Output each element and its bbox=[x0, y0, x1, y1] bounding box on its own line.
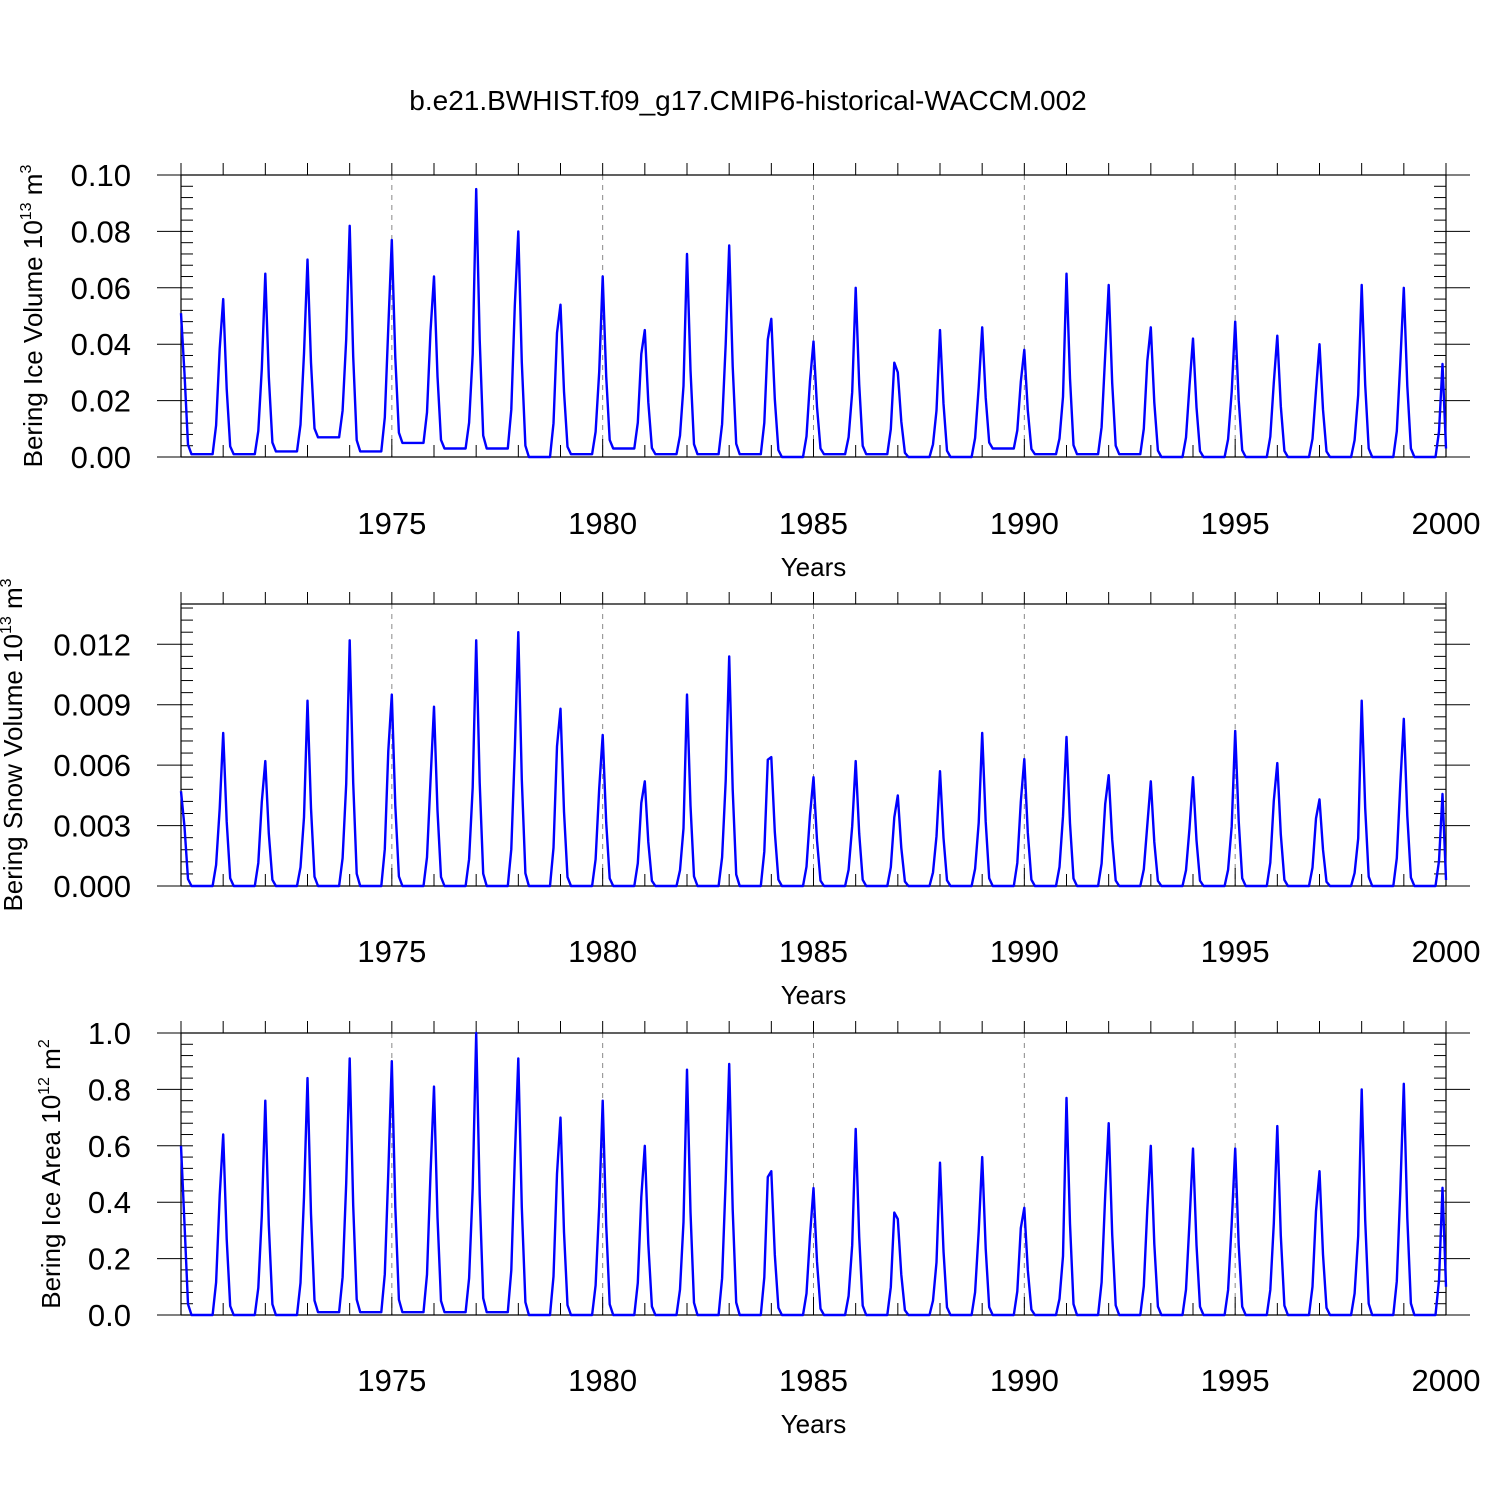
x-tick-label: 1985 bbox=[779, 934, 848, 969]
y-tick-label: 0.6 bbox=[88, 1129, 131, 1164]
y-tick-label: 0.003 bbox=[53, 809, 131, 844]
y-axis-title-superscript: 12 bbox=[36, 1077, 53, 1095]
y-tick-label: 0.4 bbox=[88, 1185, 131, 1220]
y-axis-title-superscript: 13 bbox=[0, 616, 15, 634]
figure-title: b.e21.BWHIST.f09_g17.CMIP6-historical-WA… bbox=[409, 85, 1086, 116]
panels: 1975 1980 1985 1990 1995 2000Years0.000.020.0… bbox=[0, 158, 1480, 1439]
panel-1: 1975 1980 1985 1990 1995 2000 Years 0.00 0.02 0.0… bbox=[18, 158, 1480, 582]
x-tick-label: 1990 bbox=[990, 1363, 1059, 1398]
y-axis-title-superscript: 13 bbox=[18, 202, 35, 220]
x-axis-title: Years bbox=[781, 552, 847, 582]
x-tick-label: 1995 bbox=[1201, 1363, 1270, 1398]
x-tick-label: 1995 bbox=[1201, 934, 1270, 969]
y-axis-title-part: m bbox=[18, 174, 48, 203]
x-tick-label: 1975 bbox=[357, 506, 426, 541]
y-tick-label: 0.8 bbox=[88, 1072, 131, 1107]
y-axis-title-superscript: 3 bbox=[18, 165, 35, 174]
x-tick-label: 1990 bbox=[990, 934, 1059, 969]
series-line bbox=[179, 187, 1448, 459]
x-tick-label: 1980 bbox=[568, 1363, 637, 1398]
x-tick-label: 1990 bbox=[990, 506, 1059, 541]
y-tick-label: 0.012 bbox=[53, 627, 131, 662]
x-tick-label: 2000 bbox=[1412, 506, 1481, 541]
y-tick-label: 0.06 bbox=[71, 271, 131, 306]
x-tick-label: 2000 bbox=[1412, 1363, 1481, 1398]
y-tick-label: 0.2 bbox=[88, 1242, 131, 1277]
y-axis-title-part: Bering Ice Volume 10 bbox=[18, 220, 48, 467]
panel-3: 1975 1980 1985 1990 1995 2000 Years 0.0 0.2 0.4 0.… bbox=[36, 1016, 1480, 1439]
x-axis-title: Years bbox=[781, 1409, 847, 1439]
y-tick-label: 0.0 bbox=[88, 1298, 131, 1333]
y-tick-label: 0.00 bbox=[71, 440, 131, 475]
series-line bbox=[179, 1031, 1448, 1317]
x-tick-label: 1980 bbox=[568, 934, 637, 969]
y-tick-label: 0.10 bbox=[71, 158, 131, 193]
y-axis-title: Bering Ice Volume 1013 m3 bbox=[18, 165, 48, 468]
x-tick-label: 1985 bbox=[779, 506, 848, 541]
x-tick-label: 1975 bbox=[357, 1363, 426, 1398]
y-tick-label: 0.006 bbox=[53, 748, 131, 783]
y-axis-title: Bering Snow Volume 1013 m3 bbox=[0, 578, 28, 911]
x-tick-label: 1980 bbox=[568, 506, 637, 541]
y-axis-title-part: Bering Snow Volume 10 bbox=[0, 634, 28, 912]
y-axis-title-part: Bering Ice Area 10 bbox=[36, 1095, 66, 1309]
y-axis-title-superscript: 3 bbox=[0, 578, 15, 587]
y-axis-title-superscript: 2 bbox=[36, 1039, 53, 1048]
x-tick-label: 1985 bbox=[779, 1363, 848, 1398]
y-tick-label: 0.08 bbox=[71, 214, 131, 249]
x-tick-label: 2000 bbox=[1412, 934, 1481, 969]
y-tick-label: 0.04 bbox=[71, 327, 131, 362]
y-axis-title-part: m bbox=[36, 1048, 66, 1077]
y-tick-label: 0.009 bbox=[53, 688, 131, 723]
series-line bbox=[179, 631, 1448, 888]
x-axis-title: Years bbox=[781, 980, 847, 1010]
y-tick-label: 0.000 bbox=[53, 869, 131, 904]
y-axis-title-part: m bbox=[0, 587, 28, 616]
panel-2: 1975 1980 1985 1990 1995 2000 Years 0.000 0.003 0… bbox=[0, 578, 1480, 1010]
y-axis-title: Bering Ice Area 1012 m2 bbox=[36, 1039, 66, 1309]
x-tick-label: 1995 bbox=[1201, 506, 1270, 541]
y-tick-label: 0.02 bbox=[71, 384, 131, 419]
y-tick-label: 1.0 bbox=[88, 1016, 131, 1051]
x-tick-label: 1975 bbox=[357, 934, 426, 969]
